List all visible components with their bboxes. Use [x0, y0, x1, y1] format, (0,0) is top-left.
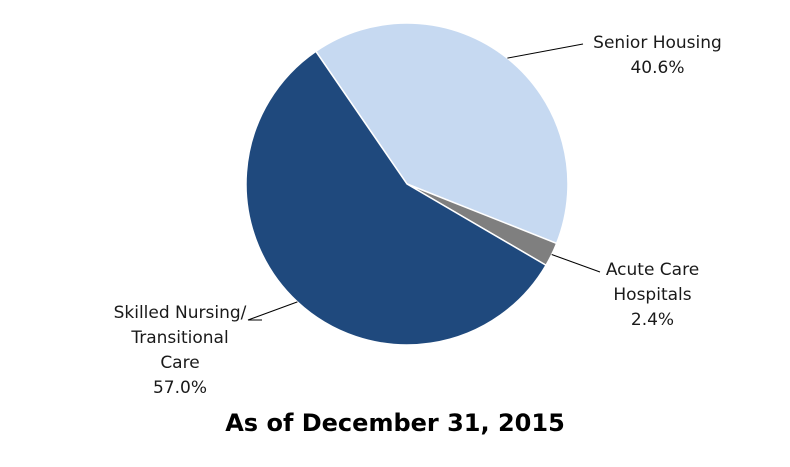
slice-name-line: Transitional — [131, 328, 229, 348]
slice-label-senior-housing: Senior Housing 40.6% — [585, 31, 730, 81]
slice-value: 40.6% — [630, 58, 685, 78]
leader-line-skilled — [247, 301, 298, 321]
pie-slices — [245, 22, 569, 346]
leader-line-senior — [507, 43, 584, 59]
slice-name-line: Acute Care — [605, 260, 700, 280]
slice-name-line: Skilled Nursing/ — [113, 303, 247, 323]
slice-label-acute-care-hospitals: Acute Care Hospitals 2.4% — [590, 258, 715, 333]
leader-lines — [247, 43, 601, 321]
slice-name-line: Senior Housing — [593, 33, 722, 53]
slice-value: 2.4% — [630, 310, 675, 330]
slice-name-line: Care — [160, 353, 200, 373]
leader-line-acute — [551, 254, 601, 273]
pie-slice-skilled — [245, 50, 547, 346]
chart-title: As of December 31, 2015 — [225, 409, 565, 437]
pie-slice-senior — [315, 22, 569, 245]
slice-label-skilled-nursing: Skilled Nursing/ Transitional Care 57.0% — [100, 301, 260, 401]
slice-name-line: Hospitals — [613, 285, 692, 305]
slice-value: 57.0% — [152, 378, 207, 398]
